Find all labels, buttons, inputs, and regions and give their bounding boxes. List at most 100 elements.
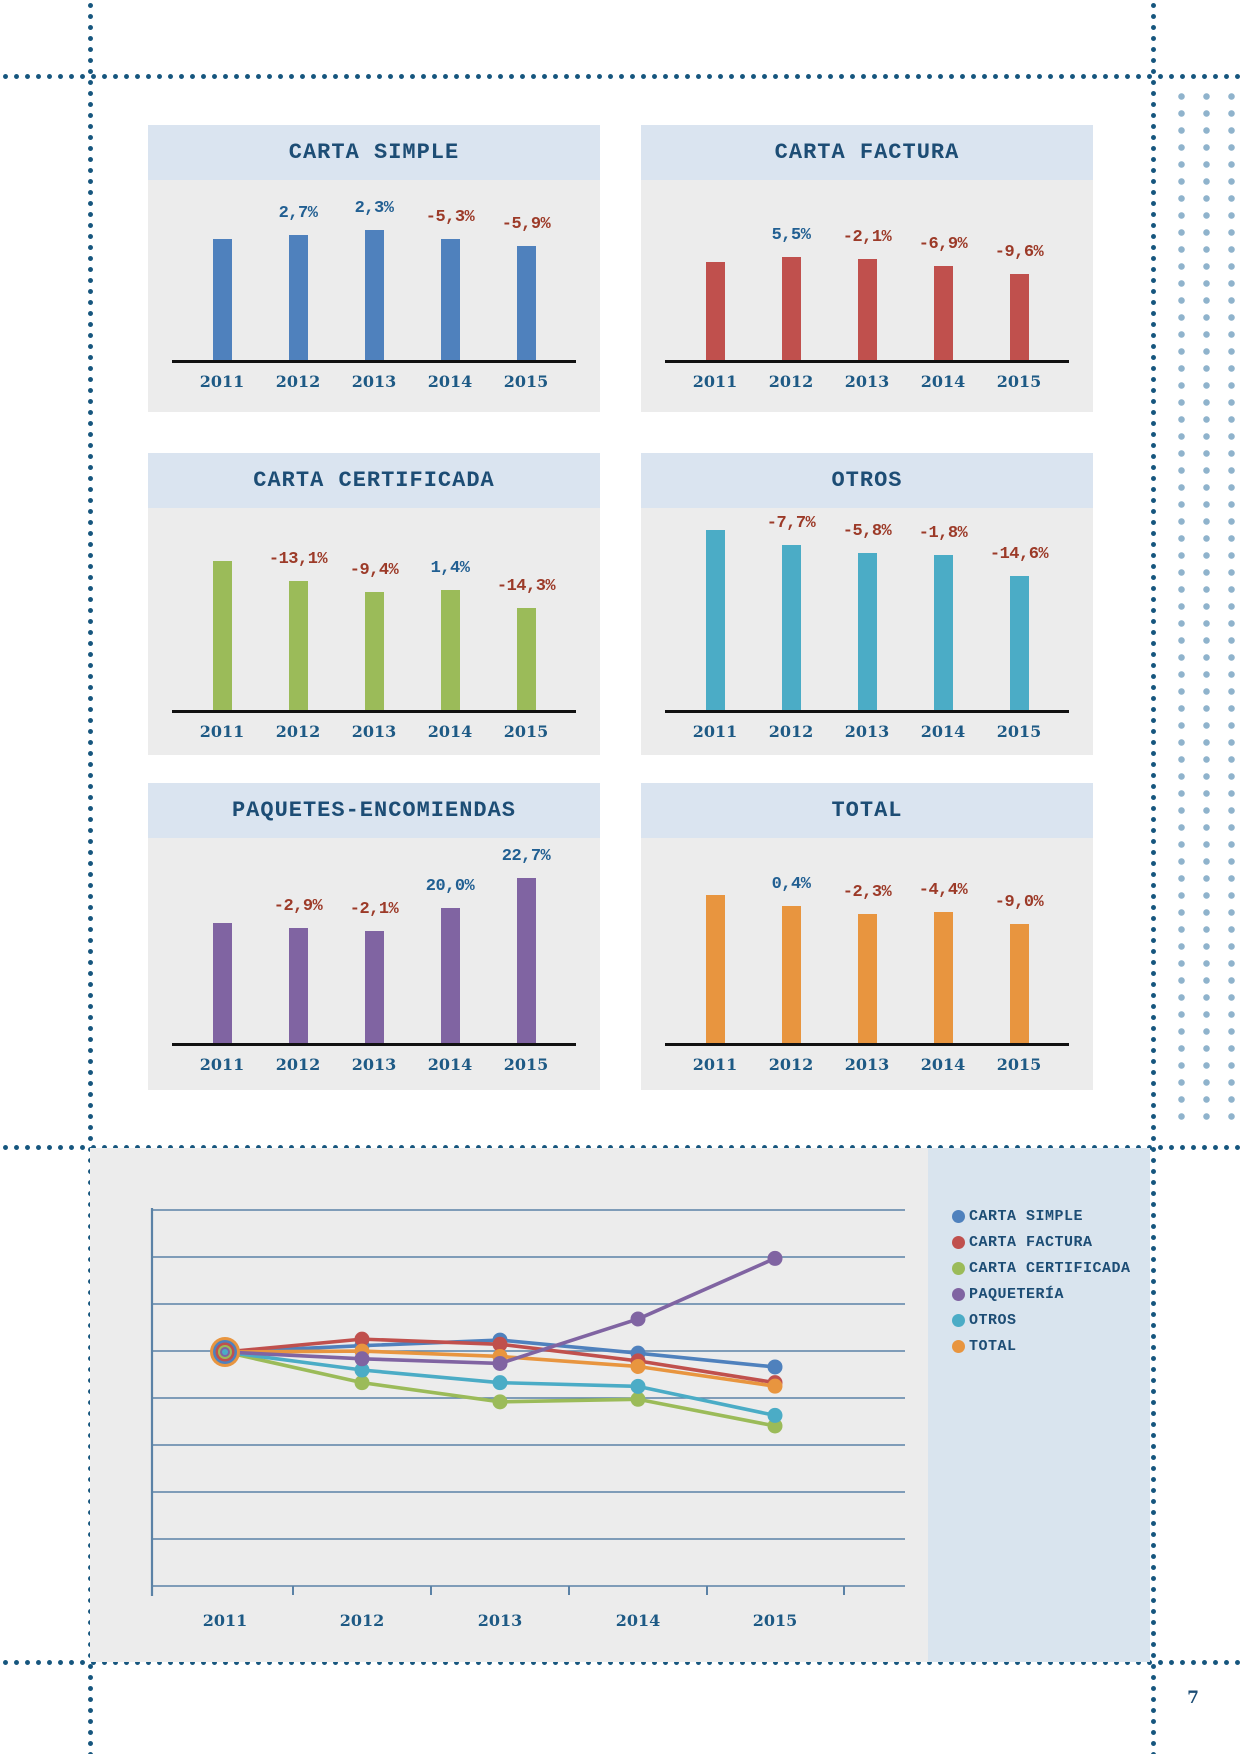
bar-slot-2015: -14,6% — [981, 508, 1057, 710]
bar-2014 — [933, 555, 953, 710]
bar-slot-2014: -1,8% — [905, 508, 981, 710]
bar-slot-2013: -2,3% — [829, 838, 905, 1043]
data-point-CARTA CERTIFICADA-2013 — [492, 1394, 508, 1410]
x-tick-2011: 2011 — [199, 1055, 245, 1074]
legend-label: TOTAL — [969, 1337, 1017, 1355]
bar-slot-2013: -2,1% — [829, 180, 905, 360]
bar-2013 — [857, 553, 877, 710]
legend-label: CARTA CERTIFICADA — [969, 1259, 1131, 1277]
bar-2012 — [781, 257, 801, 360]
legend-label: OTROS — [969, 1311, 1017, 1329]
x-tick-2013: 2013 — [351, 1055, 397, 1074]
data-point-CARTA CERTIFICADA-2015 — [767, 1418, 783, 1434]
x-tick-2015: 2015 — [996, 1055, 1042, 1074]
legend-dot-icon — [952, 1209, 965, 1223]
bar-2013 — [364, 592, 384, 710]
x-tick-2011: 2011 — [199, 722, 245, 741]
line-x-tick-2011: 2011 — [203, 1611, 248, 1630]
legend-dot-icon — [952, 1261, 965, 1275]
x-axis — [172, 710, 576, 713]
legend-label: PAQUETERÍA — [969, 1285, 1065, 1303]
top-dotted-border — [0, 73, 1240, 80]
line-chart-svg: 2011 2012 2013 2014 2015 — [150, 1208, 905, 1630]
chart-plot-area: 5,5% -2,1% -6,9% -9,6% 2011 2012 2013 2014 2015 — [641, 180, 1093, 412]
legend-item-OTROS: OTROS — [952, 1307, 1150, 1333]
bars-row: -2,9% -2,1% 20,0% 22,7% — [184, 838, 564, 1043]
bar-slot-2011 — [184, 838, 260, 1043]
bar-2013 — [364, 931, 384, 1043]
bar-chart-carta-simple: CARTA SIMPLE 2,7% 2,3% -5,3% -5,9% 2011 2012… — [148, 125, 600, 412]
bar-2015 — [516, 246, 536, 360]
bar-chart-otros: OTROS -7,7% -5,8% -1,8% -14,6% 2011 2012 2013… — [641, 453, 1093, 755]
bar-slot-2015: -14,3% — [488, 508, 564, 710]
growth-label-2014: -5,3% — [425, 208, 475, 227]
bar-2011 — [705, 895, 725, 1043]
bar-slot-2013: -9,4% — [336, 508, 412, 710]
data-point-PAQUETERÍA-2013 — [492, 1355, 508, 1371]
line-chart-legend: CARTA SIMPLE CARTA FACTURA CARTA CERTIFICA… — [928, 1148, 1150, 1662]
bar-2014 — [440, 908, 460, 1043]
chart-title: CARTA FACTURA — [641, 125, 1093, 180]
data-point-CARTA CERTIFICADA-2012 — [354, 1375, 370, 1391]
growth-label-2015: 22,7% — [501, 847, 551, 866]
growth-label-2014: -1,8% — [918, 524, 968, 543]
chart-title: CARTA SIMPLE — [148, 125, 600, 180]
line-x-tick-2012: 2012 — [340, 1611, 385, 1630]
x-tick-2015: 2015 — [996, 722, 1042, 741]
x-axis-labels: 2011 2012 2013 2014 2015 — [184, 1055, 564, 1074]
bar-2011 — [212, 561, 232, 710]
bar-2011 — [212, 923, 232, 1043]
legend-item-CARTA CERTIFICADA: CARTA CERTIFICADA — [952, 1255, 1150, 1281]
data-point-PAQUETERÍA-2015 — [767, 1250, 783, 1266]
data-point-OTROS-2012 — [354, 1362, 370, 1378]
margin-dot-grid — [1163, 84, 1235, 1126]
legend-dot-icon — [952, 1287, 965, 1301]
data-point-PAQUETERÍA-2012 — [354, 1351, 370, 1367]
growth-label-2012: 5,5% — [771, 226, 811, 245]
x-axis — [665, 1043, 1069, 1046]
bar-2012 — [781, 906, 801, 1043]
x-tick-2011: 2011 — [692, 1055, 738, 1074]
bar-2015 — [516, 878, 536, 1043]
x-axis — [172, 1043, 576, 1046]
bars-row: -7,7% -5,8% -1,8% -14,6% — [677, 508, 1057, 710]
x-tick-2012: 2012 — [768, 722, 814, 741]
data-point-CARTA FACTURA-2012 — [354, 1331, 370, 1347]
bar-slot-2015: -5,9% — [488, 180, 564, 360]
x-tick-2013: 2013 — [351, 722, 397, 741]
bar-2011 — [212, 239, 232, 360]
growth-label-2012: -2,9% — [273, 897, 323, 916]
bar-slot-2014: 20,0% — [412, 838, 488, 1043]
growth-label-2013: -9,4% — [349, 561, 399, 580]
legend-item-CARTA FACTURA: CARTA FACTURA — [952, 1229, 1150, 1255]
chart-plot-area: -2,9% -2,1% 20,0% 22,7% 2011 2012 2013 2014 201… — [148, 838, 600, 1090]
bars-row: -13,1% -9,4% 1,4% -14,3% — [184, 508, 564, 710]
index-line-chart: 2011 2012 2013 2014 2015 — [90, 1148, 928, 1662]
chart-plot-area: -13,1% -9,4% 1,4% -14,3% 2011 2012 2013 2014 20… — [148, 508, 600, 755]
bar-2015 — [1009, 924, 1029, 1043]
bar-2012 — [288, 581, 308, 710]
data-point-CARTA SIMPLE-2015 — [767, 1359, 783, 1375]
bar-2015 — [516, 608, 536, 710]
bar-slot-2012: 5,5% — [753, 180, 829, 360]
bar-slot-2011 — [184, 508, 260, 710]
x-axis-labels: 2011 2012 2013 2014 2015 — [184, 722, 564, 741]
bars-row: 0,4% -2,3% -4,4% -9,0% — [677, 838, 1057, 1043]
x-tick-2012: 2012 — [275, 372, 321, 391]
bar-slot-2014: 1,4% — [412, 508, 488, 710]
growth-label-2013: -2,3% — [842, 883, 892, 902]
growth-label-2014: 1,4% — [430, 559, 470, 578]
x-tick-2013: 2013 — [351, 372, 397, 391]
growth-label-2014: -6,9% — [918, 235, 968, 254]
bar-slot-2012: -2,9% — [260, 838, 336, 1043]
bar-chart-carta-factura: CARTA FACTURA 5,5% -2,1% -6,9% -9,6% 2011 20… — [641, 125, 1093, 412]
legend-dot-icon — [952, 1235, 965, 1249]
x-axis-labels: 2011 2012 2013 2014 2015 — [677, 372, 1057, 391]
chart-title: TOTAL — [641, 783, 1093, 838]
bar-slot-2014: -6,9% — [905, 180, 981, 360]
data-point-PAQUETERÍA-2014 — [630, 1311, 646, 1327]
growth-label-2015: -14,6% — [989, 545, 1049, 564]
x-tick-2014: 2014 — [920, 1055, 966, 1074]
bar-2012 — [781, 545, 801, 710]
x-axis — [665, 710, 1069, 713]
